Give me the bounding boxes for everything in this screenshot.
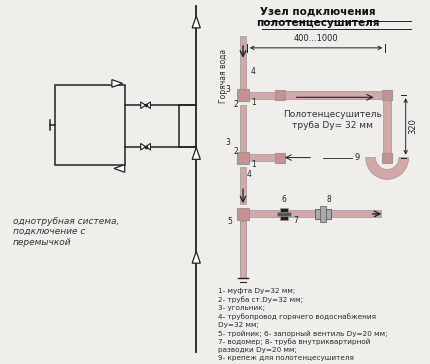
Bar	[240, 167, 246, 204]
Text: 7: 7	[294, 216, 298, 225]
Text: 9: 9	[354, 153, 359, 162]
Bar	[320, 206, 326, 222]
Bar	[315, 209, 331, 219]
Text: 1- муфта Dy=32 мм;: 1- муфта Dy=32 мм;	[218, 288, 295, 294]
Bar	[240, 221, 246, 278]
Text: 3: 3	[225, 138, 230, 147]
Bar	[280, 91, 386, 99]
Text: 3- угольник;: 3- угольник;	[218, 305, 265, 311]
Bar	[275, 90, 285, 100]
Polygon shape	[146, 143, 150, 150]
Text: 9- крепеж для полотенцесушителя: 9- крепеж для полотенцесушителя	[218, 355, 353, 361]
Text: 7- водомер; 8- труба внутриквартирной: 7- водомер; 8- труба внутриквартирной	[218, 339, 370, 345]
Bar	[240, 36, 246, 95]
Bar	[237, 207, 249, 220]
Polygon shape	[146, 102, 150, 108]
Polygon shape	[366, 158, 408, 179]
Text: Dy=32 мм;: Dy=32 мм;	[218, 322, 258, 328]
Text: 6: 6	[282, 195, 287, 204]
Text: 1: 1	[251, 98, 255, 107]
Text: Узел подключения
полотенцесушителя: Узел подключения полотенцесушителя	[256, 6, 380, 28]
Bar	[382, 90, 392, 100]
Bar	[249, 92, 279, 99]
Bar	[249, 210, 381, 217]
Bar	[275, 153, 285, 163]
Text: 2: 2	[233, 147, 238, 156]
Text: Горячая вода: Горячая вода	[219, 48, 228, 103]
Text: однотрубная система,
подключение с
перемычкой: однотрубная система, подключение с перем…	[13, 217, 120, 247]
Text: 5: 5	[227, 217, 232, 226]
Text: 2: 2	[233, 100, 238, 109]
Bar	[249, 154, 279, 161]
Text: 2- труба ст.Dy=32 мм;: 2- труба ст.Dy=32 мм;	[218, 297, 303, 303]
Text: 5- тройник; 6- запорный вентиль Dy=20 мм;: 5- тройник; 6- запорный вентиль Dy=20 мм…	[218, 330, 387, 337]
Polygon shape	[141, 143, 146, 150]
Text: 320: 320	[408, 119, 418, 134]
Polygon shape	[192, 16, 200, 28]
Bar	[240, 105, 246, 155]
Polygon shape	[112, 80, 123, 87]
Bar	[280, 208, 288, 220]
Bar	[240, 214, 246, 273]
Text: разводки Dy=20 мм;: разводки Dy=20 мм;	[218, 347, 297, 353]
Text: 3: 3	[225, 85, 230, 94]
Bar	[383, 100, 391, 158]
Text: 4: 4	[251, 67, 256, 76]
Text: 8: 8	[327, 195, 332, 204]
Bar	[237, 90, 249, 101]
Text: 4: 4	[247, 170, 252, 179]
Polygon shape	[192, 147, 200, 159]
Text: 4- трубопровод горячего водоснабжения: 4- трубопровод горячего водоснабжения	[218, 313, 376, 320]
Bar	[237, 152, 249, 163]
Bar	[55, 86, 125, 165]
Bar	[382, 153, 392, 163]
Polygon shape	[192, 251, 200, 263]
Text: 1: 1	[251, 161, 255, 170]
Text: 400...1000: 400...1000	[294, 34, 338, 43]
Polygon shape	[114, 165, 125, 172]
Text: Полотенцесушитель
труба Dy= 32 мм: Полотенцесушитель труба Dy= 32 мм	[283, 110, 382, 130]
Bar	[277, 212, 291, 216]
Polygon shape	[141, 102, 146, 108]
